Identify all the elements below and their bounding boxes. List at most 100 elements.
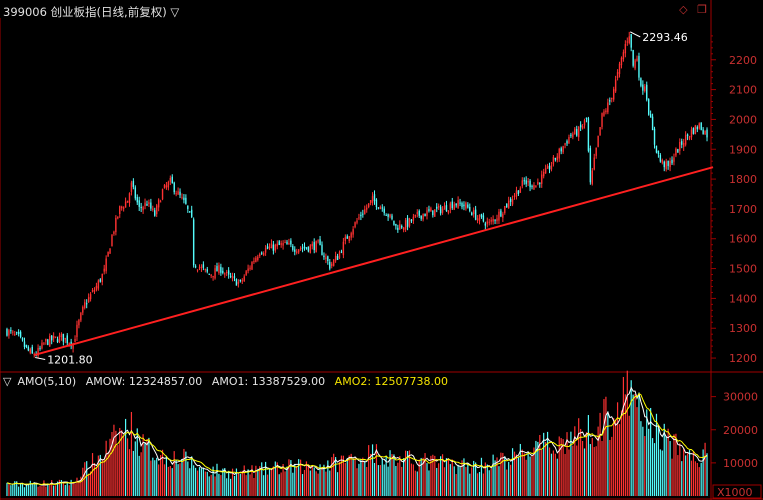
candle-body[interactable] [517,190,520,194]
volume-bar[interactable] [527,452,529,496]
candle-body[interactable] [25,344,28,348]
volume-bar[interactable] [154,460,156,496]
candle-body[interactable] [601,113,603,127]
diamond-icon[interactable]: ◇ [679,3,688,16]
volume-bar[interactable] [132,450,134,496]
volume-bar[interactable] [428,470,430,496]
candle-body[interactable] [474,209,477,220]
candle-body[interactable] [56,339,59,343]
candle-body[interactable] [54,336,57,338]
candle-body[interactable] [95,285,98,290]
candle-body[interactable] [204,268,207,270]
volume-bar[interactable] [578,418,580,496]
volume-bar[interactable] [56,481,59,496]
volume-bar[interactable] [679,443,681,496]
volume-bar[interactable] [517,457,520,496]
candle-body[interactable] [146,203,148,206]
volume-bar[interactable] [99,454,101,496]
volume-bar[interactable] [70,479,72,496]
candle-body[interactable] [593,157,595,170]
candle-body[interactable] [554,157,557,160]
candle-body[interactable] [531,185,533,188]
candle-body[interactable] [663,161,665,168]
candle-body[interactable] [667,160,669,166]
volume-bar[interactable] [303,470,306,496]
volume-bar[interactable] [196,470,199,496]
volume-bar[interactable] [327,460,329,496]
volume-bar[interactable] [410,463,413,496]
candle-body[interactable] [206,269,208,272]
candle-body[interactable] [179,191,181,196]
volume-bar[interactable] [539,434,541,496]
candle-body[interactable] [37,347,39,356]
volume-bar[interactable] [513,451,516,496]
volume-bar[interactable] [591,437,593,496]
candle-body[interactable] [282,243,284,246]
volume-bar[interactable] [352,459,354,496]
candle-body[interactable] [58,335,61,343]
candle-body[interactable] [492,219,494,222]
volume-bar[interactable] [478,471,481,496]
candle-body[interactable] [175,193,177,195]
volume-bar[interactable] [455,474,457,496]
candle-body[interactable] [634,60,636,69]
volume-bar[interactable] [206,471,208,496]
candle-body[interactable] [297,249,300,253]
volume-bar[interactable] [25,483,28,496]
volume-bar[interactable] [480,457,483,496]
candle-body[interactable] [679,141,681,151]
candle-body[interactable] [642,84,644,91]
volume-bar[interactable] [618,424,621,496]
candle-body[interactable] [624,44,627,54]
volume-bar[interactable] [8,484,10,496]
volume-bar[interactable] [239,473,241,496]
candle-body[interactable] [134,187,137,199]
volume-bar[interactable] [16,481,18,496]
candle-body[interactable] [437,205,440,208]
volume-bar[interactable] [64,485,66,496]
volume-bar[interactable] [636,407,638,496]
candle-body[interactable] [264,248,267,253]
candle-body[interactable] [488,221,490,223]
candle-body[interactable] [638,56,640,78]
volume-bar[interactable] [97,455,99,496]
volume-bar[interactable] [280,472,282,496]
volume-bar[interactable] [447,458,449,496]
volume-bar[interactable] [340,455,343,496]
candle-body[interactable] [636,58,638,61]
candle-body[interactable] [688,136,691,139]
candle-body[interactable] [395,223,397,226]
candle-body[interactable] [303,246,306,249]
candle-body[interactable] [299,248,302,250]
volume-bar[interactable] [294,463,296,496]
volume-bar[interactable] [317,473,319,496]
volume-bar[interactable] [560,438,562,496]
volume-bar[interactable] [214,476,216,496]
volume-bar[interactable] [669,441,671,496]
volume-bar[interactable] [562,439,564,496]
volume-bar[interactable] [171,468,173,496]
volume-bar[interactable] [47,483,49,496]
volume-bar[interactable] [89,471,92,496]
volume-bar[interactable] [465,466,467,496]
candle-body[interactable] [455,203,457,206]
candle-body[interactable] [115,217,117,233]
candle-body[interactable] [603,111,605,116]
volume-bar[interactable] [21,483,24,496]
candle-body[interactable] [276,243,278,247]
volume-bar[interactable] [336,472,339,496]
candle-body[interactable] [482,215,485,222]
volume-bar[interactable] [126,438,129,496]
candle-body[interactable] [377,207,380,209]
volume-bar[interactable] [233,475,236,496]
volume-bar[interactable] [27,484,29,496]
candle-body[interactable] [216,266,218,272]
candle-body[interactable] [68,343,70,345]
volume-bar[interactable] [694,461,696,496]
candle-body[interactable] [194,266,197,268]
candle-body[interactable] [366,207,368,210]
candle-body[interactable] [509,198,512,202]
volume-bar[interactable] [599,412,601,496]
volume-bar[interactable] [420,457,422,496]
